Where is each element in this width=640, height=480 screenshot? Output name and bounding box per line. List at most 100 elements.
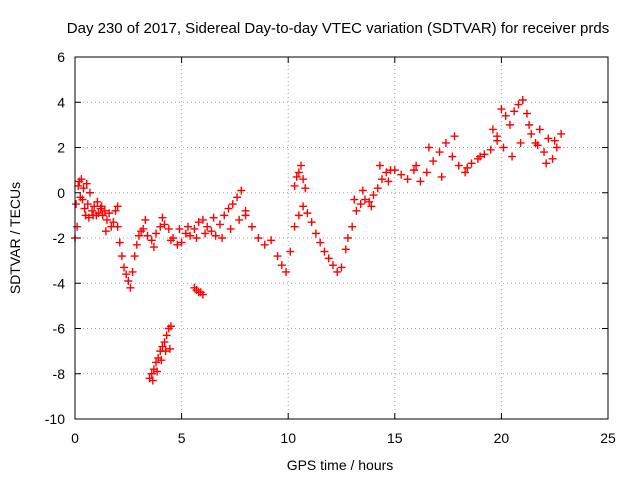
data-point (105, 209, 114, 218)
data-point (416, 177, 425, 186)
data-point (166, 322, 175, 331)
data-point (301, 184, 310, 193)
data-point (348, 222, 357, 231)
data-point (350, 195, 359, 204)
data-point (82, 179, 91, 188)
y-tick-label: -10 (45, 411, 65, 427)
series-cluster-3-to-8h (139, 186, 250, 252)
data-point (83, 200, 92, 209)
data-point (97, 202, 106, 211)
data-point (375, 161, 384, 170)
data-point (435, 148, 444, 157)
data-point (403, 175, 412, 184)
data-point (499, 143, 508, 152)
data-point (448, 152, 457, 161)
data-point (282, 267, 291, 276)
data-point (544, 134, 553, 143)
data-point (463, 163, 472, 172)
data-point (480, 150, 489, 159)
data-point (412, 161, 421, 170)
data-point (328, 261, 337, 270)
data-point (235, 215, 244, 224)
data-point (510, 107, 519, 116)
marker-layer (71, 95, 566, 385)
data-point (198, 290, 207, 299)
data-point (505, 120, 514, 129)
data-point (343, 234, 352, 242)
data-point (378, 175, 387, 184)
data-point (132, 240, 141, 249)
data-point (148, 376, 157, 385)
data-point (164, 224, 173, 233)
data-point (134, 231, 143, 240)
data-point (84, 213, 93, 222)
data-point (382, 168, 391, 177)
data-point (488, 125, 497, 134)
data-point (450, 132, 459, 141)
data-point (333, 267, 342, 276)
data-point (525, 120, 534, 129)
data-point (177, 238, 186, 247)
series-cluster-15-to-20h (390, 125, 502, 186)
data-point (143, 231, 152, 240)
data-point (550, 136, 559, 145)
data-point (161, 347, 170, 356)
data-point (296, 161, 305, 170)
data-point (303, 209, 312, 218)
data-point (316, 238, 325, 247)
data-point (124, 276, 133, 285)
y-tick-label: 2 (57, 140, 65, 156)
x-tick-label: 5 (178, 430, 186, 446)
data-point (109, 218, 118, 227)
data-point (360, 195, 369, 204)
data-point (158, 342, 167, 351)
data-point (120, 263, 129, 272)
data-point (165, 344, 174, 353)
data-point (557, 129, 566, 138)
data-point (501, 111, 510, 120)
data-point (273, 252, 282, 261)
data-point (220, 211, 229, 220)
data-point (215, 220, 224, 229)
data-point (514, 100, 523, 109)
data-point (101, 227, 110, 236)
chart-title: Day 230 of 2017, Sidereal Day-to-day VTE… (67, 20, 609, 37)
plot-frame (74, 56, 609, 420)
data-point (527, 129, 536, 138)
data-point (181, 229, 190, 238)
y-tick-label: -4 (53, 275, 66, 291)
data-point (226, 224, 235, 233)
data-point (102, 215, 111, 224)
data-point (149, 243, 158, 252)
data-point (139, 224, 148, 233)
y-tick-label: 0 (57, 185, 65, 201)
data-point (162, 331, 171, 340)
data-point (299, 175, 308, 184)
data-point (552, 143, 561, 152)
data-point (476, 152, 485, 161)
data-point (508, 152, 517, 161)
x-tick-label: 20 (494, 430, 510, 446)
data-point (486, 145, 495, 154)
series-cluster-8-to-12h (241, 202, 350, 276)
data-point (337, 263, 346, 272)
series-cluster-12-to-15h (343, 161, 395, 242)
data-point (100, 206, 109, 215)
data-point (409, 166, 418, 175)
data-point (341, 245, 350, 254)
data-point (367, 202, 376, 211)
series-rising-10-to-12h (290, 161, 310, 193)
data-point (311, 229, 320, 238)
data-point (424, 143, 433, 152)
x-tick-label: 0 (71, 430, 79, 446)
data-point (74, 181, 83, 190)
data-point (540, 148, 549, 157)
data-point (429, 157, 438, 166)
data-point (128, 267, 137, 276)
data-point (384, 177, 393, 186)
data-point (190, 224, 199, 233)
y-tick-label: -6 (53, 321, 66, 337)
data-point (93, 197, 102, 206)
data-point (173, 240, 182, 249)
